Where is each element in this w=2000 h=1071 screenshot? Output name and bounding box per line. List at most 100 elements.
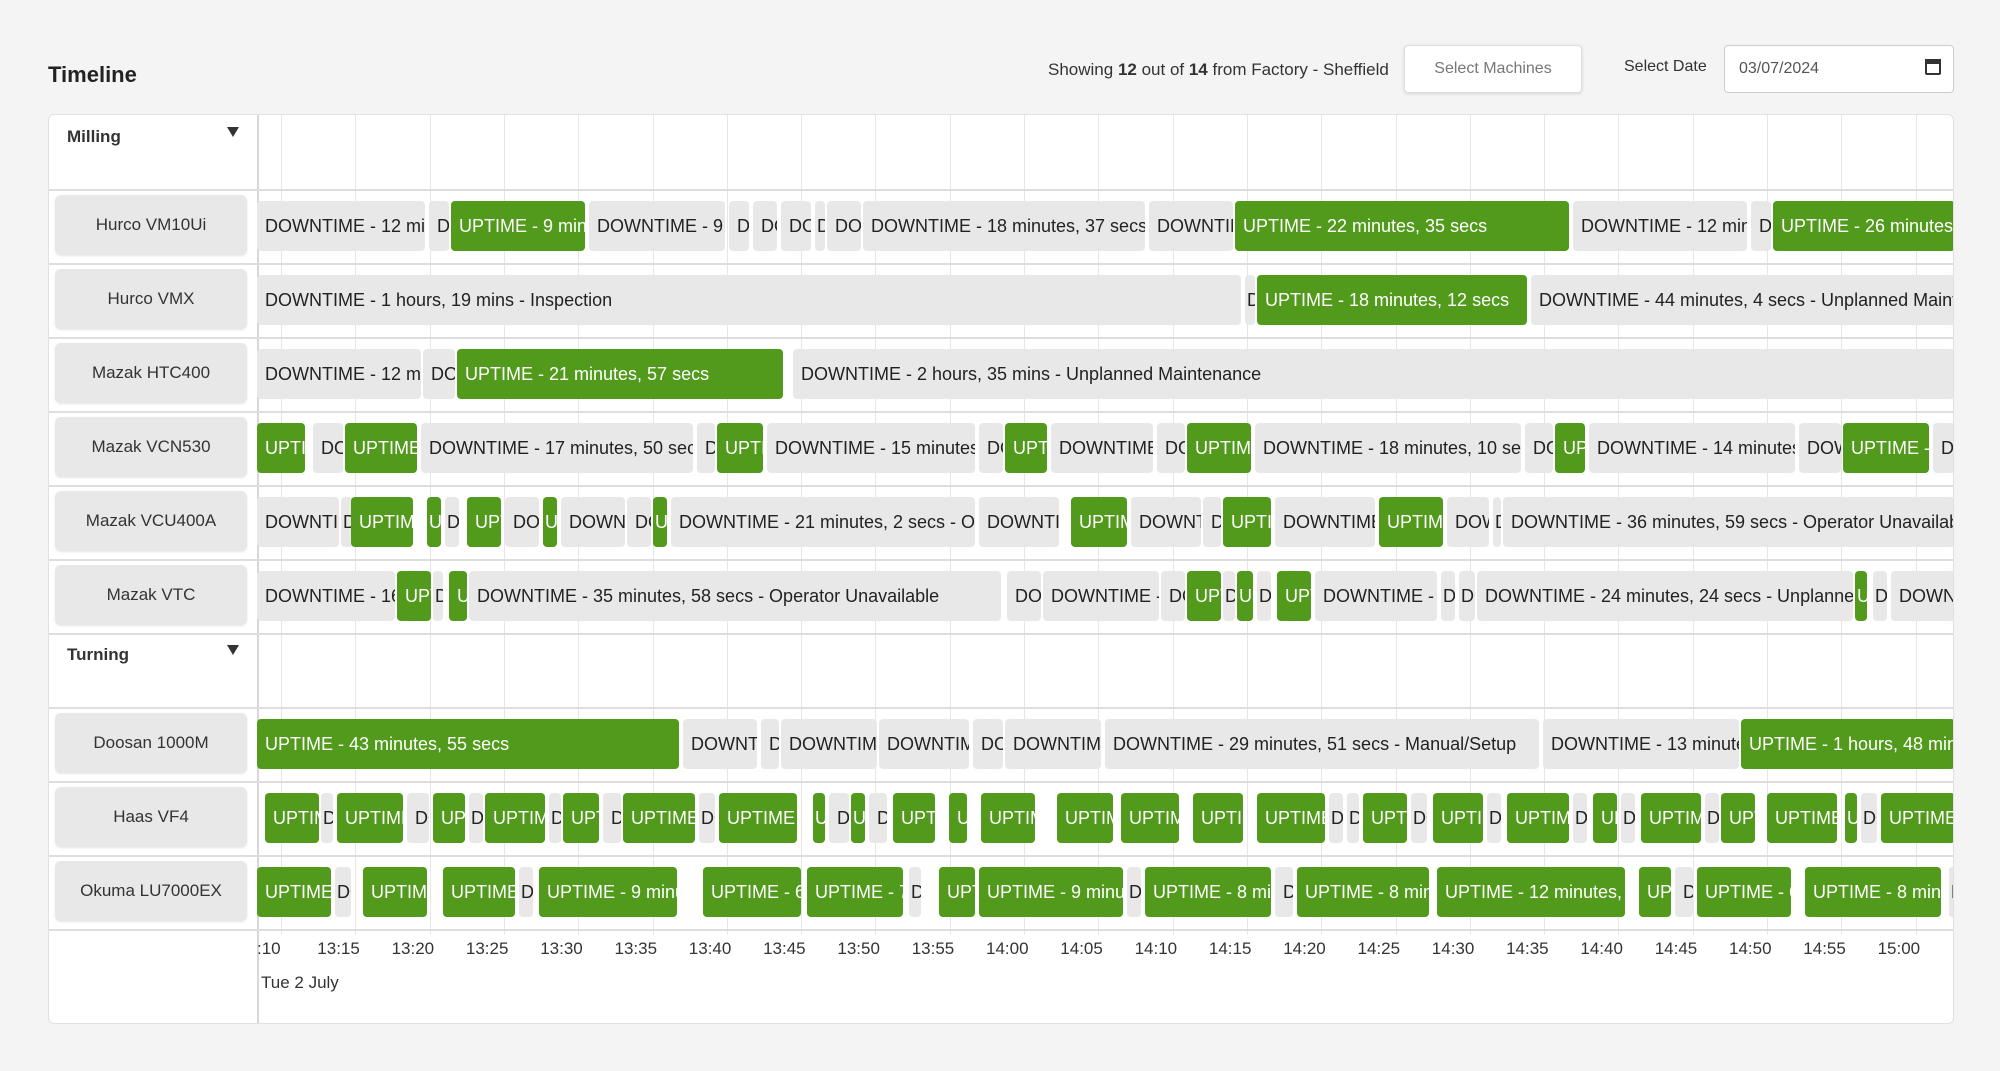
uptime-segment[interactable]: UPTIME [653, 497, 667, 547]
downtime-segment[interactable]: DOWNTIME - 9 minutes, 42 secs [589, 201, 725, 251]
uptime-segment[interactable]: UPTIME - 8 minutes [1297, 867, 1429, 917]
uptime-segment[interactable]: UPTIME [949, 793, 967, 843]
uptime-segment[interactable]: UPTIME - 21 minutes, 57 secs [457, 349, 783, 399]
downtime-segment[interactable]: DOWNTIME [1203, 497, 1221, 547]
downtime-segment[interactable]: DOWNTIME [1005, 719, 1101, 769]
uptime-segment[interactable]: UPTIME - 4 min [351, 497, 413, 547]
downtime-segment[interactable]: DOWNTIME [753, 201, 777, 251]
downtime-segment[interactable]: DOWNTIME [829, 793, 849, 843]
downtime-segment[interactable]: DOWNTIME [335, 867, 351, 917]
downtime-segment[interactable]: DOWNTIME - 18 minutes, 10 secs [1255, 423, 1521, 473]
downtime-segment[interactable]: DOWNTIME [781, 719, 877, 769]
uptime-segment[interactable]: UPTIME - 4 minutes [345, 423, 417, 473]
uptime-segment[interactable]: UPTIME - 4 min [1507, 793, 1569, 843]
downtime-segment[interactable]: DOWNTIME [781, 201, 811, 251]
machine-label[interactable]: Okuma LU7000EX [55, 861, 247, 921]
uptime-segment[interactable]: UPTIME - 5 min [623, 793, 695, 843]
downtime-segment[interactable]: DOWNTIME - 2 hours, 35 mins - Unplanned … [793, 349, 1953, 399]
uptime-segment[interactable]: UPTIME [467, 497, 501, 547]
machine-label[interactable]: Mazak VCN530 [55, 417, 247, 477]
downtime-segment[interactable]: DOWNTIME [1447, 497, 1489, 547]
calendar-icon[interactable] [1925, 59, 1941, 75]
downtime-segment[interactable]: DOWNTIME [469, 793, 483, 843]
uptime-segment[interactable]: UPTIME [1379, 497, 1443, 547]
downtime-segment[interactable]: DOWNTIME [827, 201, 861, 251]
uptime-segment[interactable]: UPTIME - 5 min [443, 867, 515, 917]
downtime-segment[interactable]: DOWNTIME [341, 497, 353, 547]
downtime-segment[interactable]: DOWNTIME [1705, 793, 1719, 843]
downtime-segment[interactable]: DOWNTIME [699, 793, 715, 843]
uptime-segment[interactable]: UPTIME [851, 793, 865, 843]
uptime-segment[interactable]: UPTIME - 5 minutes [719, 793, 797, 843]
uptime-segment[interactable]: UPTIME - 18 minutes, 12 secs [1257, 275, 1527, 325]
uptime-segment[interactable]: UPTIME - 9 minutes, 40 secs [451, 201, 585, 251]
downtime-segment[interactable]: DOWNTIME [909, 867, 921, 917]
uptime-segment[interactable]: UPTIME - 4 min [1121, 793, 1179, 843]
uptime-segment[interactable]: UPTIME - 22 minutes, 35 secs [1235, 201, 1569, 251]
downtime-segment[interactable]: DOWNTIME [549, 793, 561, 843]
uptime-segment[interactable]: UPTIME [1187, 571, 1221, 621]
uptime-segment[interactable]: UPTIME [893, 793, 935, 843]
downtime-segment[interactable]: DOWNTIME [697, 423, 715, 473]
uptime-segment[interactable]: UPTIME [1005, 423, 1047, 473]
downtime-segment[interactable]: DOWNTIME [407, 793, 429, 843]
downtime-segment[interactable]: DOWNTIME - 36 minutes, 59 secs - Operato… [1503, 497, 1953, 547]
downtime-segment[interactable]: DOWNTIME - 24 minutes, 24 secs - Unplann… [1477, 571, 1853, 621]
uptime-segment[interactable]: UPTIME - 6 minutes [1697, 867, 1791, 917]
uptime-segment[interactable]: UPTIME - 3 minutes [257, 423, 305, 473]
downtime-segment[interactable]: DOWNTIME [505, 497, 539, 547]
uptime-segment[interactable]: UPTIME [717, 423, 763, 473]
downtime-segment[interactable]: DOWNTIME - 21 minutes, 2 secs - Operator… [671, 497, 975, 547]
downtime-segment[interactable]: DOWNTIME - 12 minutes, 5 secs [257, 349, 421, 399]
downtime-segment[interactable]: DOWNTIME [1525, 423, 1553, 473]
downtime-segment[interactable]: DOWNTIME - 15 minutes, 2 secs [767, 423, 975, 473]
uptime-segment[interactable]: UPTIME - 4 min [1767, 793, 1837, 843]
machine-label[interactable]: Hurco VM10Ui [55, 195, 247, 255]
uptime-segment[interactable]: UPTIME - 4 min [363, 867, 427, 917]
machine-label[interactable]: Haas VF4 [55, 787, 247, 847]
uptime-segment[interactable]: UPTIME [1855, 571, 1867, 621]
downtime-segment[interactable]: DOWNTIME [1329, 793, 1343, 843]
uptime-segment[interactable]: UPTIME [1237, 571, 1253, 621]
uptime-segment[interactable]: UPTIME - 1 hours, 48 mins [1741, 719, 1953, 769]
downtime-segment[interactable]: DOWNTIME - 29 minutes, 51 secs - Manual/… [1105, 719, 1539, 769]
uptime-segment[interactable]: UPTIME - 7 minutes [807, 867, 903, 917]
downtime-segment[interactable]: DOWNTIME [1891, 571, 1953, 621]
downtime-segment[interactable]: DOWNTIME [1799, 423, 1841, 473]
uptime-segment[interactable]: UPTIME - 9 minutes [979, 867, 1123, 917]
uptime-segment[interactable]: UPTIME - 26 minutes, 10 secs [1773, 201, 1953, 251]
downtime-segment[interactable]: DOWNTIME [1161, 571, 1185, 621]
machine-label[interactable]: Mazak VTC [55, 565, 247, 625]
uptime-segment[interactable]: UPTIME [813, 793, 825, 843]
downtime-segment[interactable]: DOWNTIME [1751, 201, 1771, 251]
downtime-segment[interactable]: DOWNTIME - 35 minutes, 58 secs - Operato… [469, 571, 1001, 621]
downtime-segment[interactable]: DOWNTIME [1157, 423, 1185, 473]
downtime-segment[interactable]: DOWNTIME [879, 719, 969, 769]
uptime-segment[interactable]: UPTIME [427, 497, 441, 547]
uptime-segment[interactable]: UPTIME - 3 min [1193, 793, 1243, 843]
downtime-segment[interactable]: DOWNTIME [1493, 497, 1501, 547]
uptime-segment[interactable]: UPTIME - 5 min [257, 867, 331, 917]
uptime-segment[interactable]: UPTIME - 4 min [485, 793, 545, 843]
uptime-segment[interactable]: UPTIME - 8 minutes [1805, 867, 1941, 917]
uptime-segment[interactable]: UPTIME - 4 min [1187, 423, 1251, 473]
downtime-segment[interactable]: DOWNTIME [627, 497, 651, 547]
downtime-segment[interactable]: DOWNTIME [1459, 571, 1475, 621]
downtime-segment[interactable]: DOWNTIME [1007, 571, 1041, 621]
downtime-segment[interactable]: DOWNTIME - 12 minutes, 1 sec [1573, 201, 1747, 251]
downtime-segment[interactable]: DOWNTIME - 18 minutes, 37 secs - Unplann… [863, 201, 1145, 251]
downtime-segment[interactable]: DOWNTIME [973, 719, 1003, 769]
downtime-segment[interactable]: DOWNTIME [683, 719, 757, 769]
downtime-segment[interactable]: DOWNTIME [1347, 793, 1359, 843]
uptime-segment[interactable]: UPTIME [1721, 793, 1755, 843]
downtime-segment[interactable]: DOWNTIME [1873, 571, 1887, 621]
uptime-segment[interactable]: UPTIME - 9 minutes [539, 867, 677, 917]
downtime-segment[interactable]: DOWNTIME [1933, 423, 1953, 473]
downtime-segment[interactable]: DOWNTIME [869, 793, 887, 843]
downtime-segment[interactable]: DOWNTIME - 9 minutes [1315, 571, 1437, 621]
uptime-segment[interactable]: UPTIME [1071, 497, 1127, 547]
downtime-segment[interactable]: DOWNTIME [1441, 571, 1455, 621]
uptime-segment[interactable]: UPTIME - 3 min [1433, 793, 1483, 843]
uptime-segment[interactable]: UPTIME - 4 min [1641, 793, 1701, 843]
downtime-segment[interactable]: DOWNTIME [321, 793, 333, 843]
